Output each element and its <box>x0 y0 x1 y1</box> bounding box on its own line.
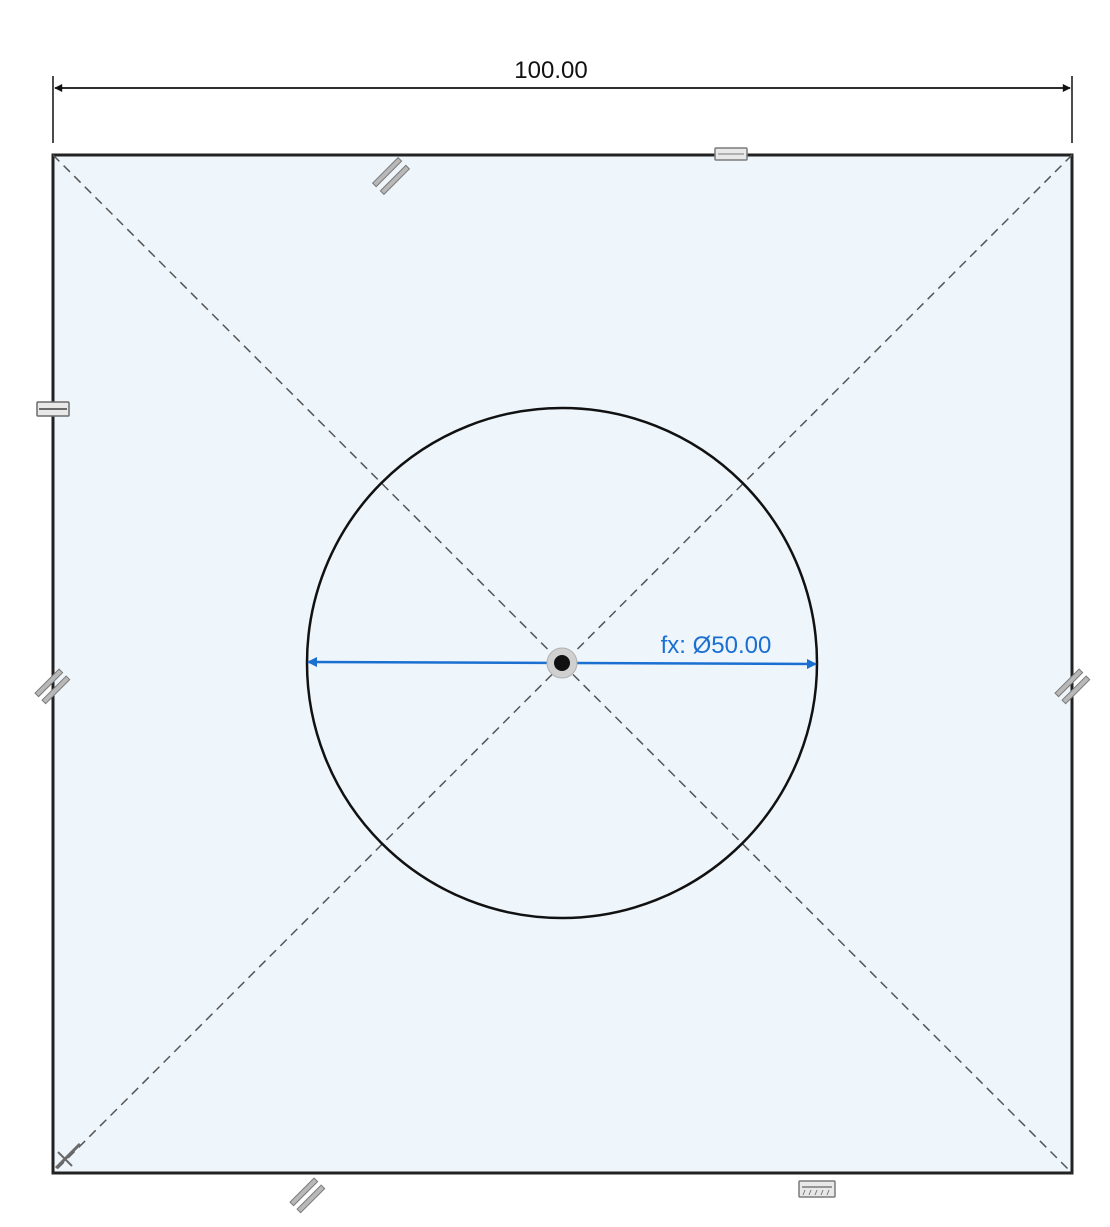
horizontal-icon[interactable] <box>714 147 748 161</box>
center-point[interactable] <box>546 647 578 679</box>
width-dimension-label[interactable]: 100.00 <box>514 57 587 84</box>
sketch-circle[interactable] <box>305 406 819 920</box>
width-dimension[interactable]: 100.00 <box>52 57 1073 143</box>
fix-icon[interactable] <box>798 1180 836 1198</box>
parallel-icon[interactable] <box>34 668 71 705</box>
parallel-icon[interactable] <box>1054 668 1091 705</box>
diameter-dimension-label[interactable]: fx: Ø50.00 <box>661 632 772 659</box>
parallel-icon[interactable] <box>289 1177 326 1214</box>
vertical-icon[interactable] <box>36 401 70 417</box>
parallel-icon[interactable] <box>371 156 411 196</box>
coincident-icon[interactable] <box>54 1142 82 1170</box>
